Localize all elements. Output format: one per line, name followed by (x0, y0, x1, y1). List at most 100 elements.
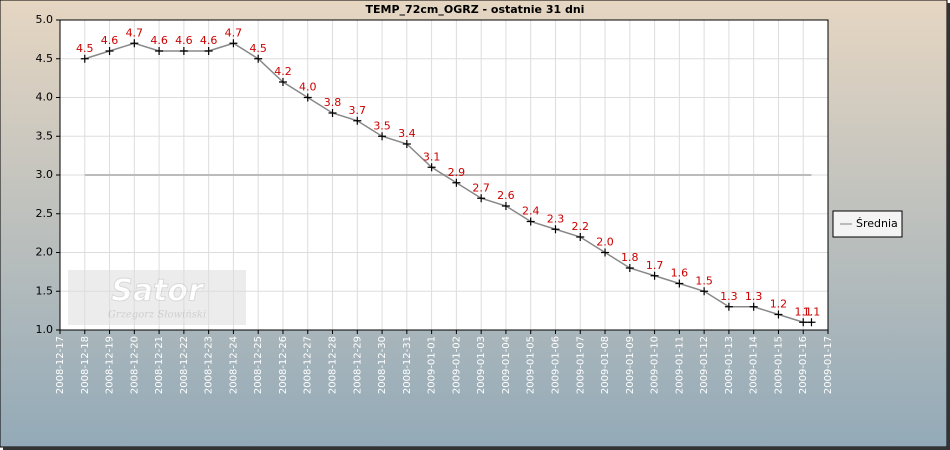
x-tick-label: 2009-01-06 (550, 336, 561, 394)
data-label: 4.7 (126, 26, 144, 39)
data-label: 4.2 (274, 65, 292, 78)
data-label: 1.1 (794, 305, 812, 318)
data-point (105, 47, 114, 55)
watermark: Sator Grzegorz Słowiński (68, 270, 246, 325)
data-point (601, 248, 610, 257)
data-label: 3.4 (398, 127, 416, 140)
x-tick-label: 2009-01-10 (650, 336, 661, 394)
data-label: 2.6 (497, 189, 515, 202)
x-tick-label: 2009-01-08 (600, 336, 611, 394)
data-point (501, 202, 510, 210)
x-tick-label: 2008-12-23 (204, 336, 215, 394)
y-tick-label: 1.0 (36, 323, 54, 336)
x-tick-label: 2009-01-16 (798, 336, 809, 394)
data-label: 4.5 (76, 42, 94, 55)
data-point (799, 318, 808, 327)
data-label: 2.2 (572, 220, 590, 233)
data-label: 2.3 (547, 212, 565, 225)
data-point (378, 132, 387, 141)
data-point (204, 47, 213, 55)
data-label: 4.6 (101, 34, 119, 47)
x-tick-label: 2008-12-31 (402, 336, 413, 394)
data-label: 3.5 (373, 119, 391, 132)
legend-label: Średnia (856, 217, 898, 230)
data-label: 4.5 (249, 42, 267, 55)
x-tick-label: 2009-01-02 (451, 336, 462, 394)
y-tick-label: 2.0 (36, 246, 54, 259)
x-tick-label: 2008-12-26 (278, 336, 289, 394)
x-tick-label: 2009-01-07 (575, 336, 586, 394)
data-point (402, 140, 411, 148)
data-point (155, 47, 164, 55)
data-label: 3.7 (349, 104, 367, 117)
x-tick-label: 2008-12-28 (328, 336, 339, 394)
data-label: 3.1 (423, 150, 441, 163)
x-tick-label: 2009-01-03 (476, 336, 487, 394)
chart-title: TEMP_72cm_OGRZ - ostatnie 31 dni (366, 3, 585, 16)
data-label: 4.6 (150, 34, 168, 47)
x-tick-label: 2008-12-21 (154, 336, 165, 394)
y-tick-label: 1.5 (36, 284, 54, 297)
data-point (551, 225, 560, 234)
data-label: 2.0 (596, 236, 614, 249)
data-label: 1.3 (745, 290, 763, 303)
data-label: 4.7 (225, 26, 243, 39)
y-tick-label: 2.5 (36, 207, 54, 220)
x-tick-label: 2008-12-22 (179, 336, 190, 394)
shadow (3, 447, 950, 450)
x-tick-label: 2009-01-15 (773, 336, 784, 394)
data-point (452, 178, 461, 187)
x-tick-label: 2008-12-30 (377, 336, 388, 394)
data-point (80, 54, 89, 63)
x-tick-label: 2008-12-25 (253, 336, 264, 394)
data-label: 4.6 (175, 34, 193, 47)
x-tick-label: 2009-01-04 (501, 336, 512, 394)
data-point (477, 194, 486, 203)
data-point (526, 217, 535, 226)
x-tick-label: 2008-12-19 (105, 336, 116, 394)
x-tick-label: 2008-12-18 (80, 336, 91, 394)
x-tick-label: 2009-01-09 (625, 336, 636, 394)
data-label: 1.7 (646, 259, 664, 272)
x-tick-label: 2009-01-05 (526, 336, 537, 394)
x-tick-label: 2008-12-20 (129, 336, 140, 394)
x-tick-label: 2009-01-11 (674, 336, 685, 394)
data-point (328, 109, 337, 117)
y-tick-label: 3.0 (36, 168, 54, 181)
data-point (427, 163, 436, 172)
y-tick-label: 4.5 (36, 52, 54, 65)
data-point (650, 271, 659, 280)
data-label: 4.0 (299, 81, 317, 94)
data-point (576, 233, 585, 241)
y-tick-label: 5.0 (36, 13, 54, 26)
data-point (353, 116, 362, 125)
data-label: 2.9 (448, 166, 466, 179)
data-point (675, 279, 684, 288)
x-tick-label: 2009-01-13 (724, 336, 735, 394)
watermark-text: Grzegorz Słowiński (108, 310, 206, 321)
x-tick-label: 2008-12-24 (228, 336, 239, 394)
data-point (278, 78, 287, 86)
data-label: 3.8 (324, 96, 342, 109)
data-point (254, 54, 263, 63)
data-point (724, 302, 733, 311)
data-label: 1.3 (720, 290, 738, 303)
data-point (625, 264, 634, 272)
data-point (179, 47, 188, 55)
data-point (749, 302, 758, 311)
shadow (947, 3, 950, 450)
data-point (303, 93, 312, 102)
data-label: 1.5 (695, 274, 713, 287)
data-point (229, 39, 238, 48)
x-tick-label: 2009-01-17 (823, 336, 834, 394)
x-tick-label: 2009-01-01 (427, 336, 438, 394)
data-label: 1.2 (770, 298, 788, 311)
data-point (807, 318, 816, 327)
data-label: 2.7 (472, 181, 490, 194)
y-tick-label: 3.5 (36, 129, 54, 142)
data-point (700, 287, 709, 296)
data-point (130, 39, 139, 48)
data-label: 1.6 (671, 267, 689, 280)
data-label: 1.1 (803, 305, 821, 318)
data-label: 1.8 (621, 251, 639, 264)
